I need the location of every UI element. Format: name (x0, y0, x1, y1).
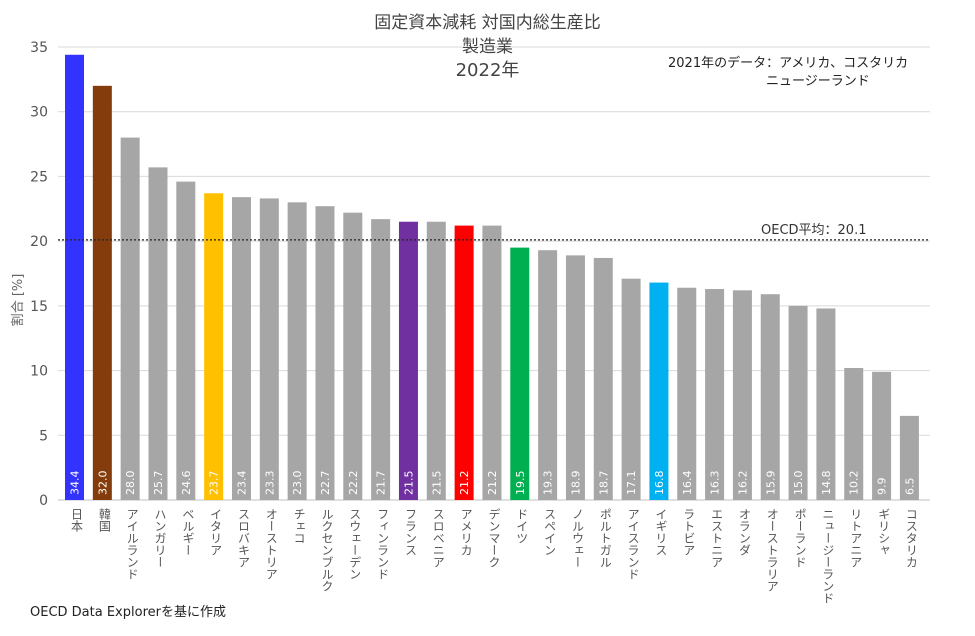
value-label: 6.5 (903, 478, 916, 496)
value-label: 23.4 (235, 471, 248, 496)
value-label: 17.1 (625, 471, 638, 496)
y-tick-label: 0 (39, 493, 48, 509)
source-note: OECD Data Explorerを基に作成 (30, 605, 226, 620)
bar (510, 247, 530, 500)
value-label: 15.0 (792, 471, 805, 496)
y-axis-label: 割合 [%] (10, 274, 26, 327)
value-label: 21.2 (486, 471, 499, 496)
bar (176, 181, 196, 500)
bar (315, 206, 335, 500)
data-year-note-continued: ニュージーランド (766, 74, 870, 89)
bar (482, 225, 502, 500)
bar (259, 198, 279, 500)
bar (844, 367, 864, 500)
value-labels: 34.4 32.0 28.0 25.7 24.6 23.7 23.4 23.3 23.0 22.7… (69, 471, 917, 496)
value-label: 18.9 (569, 471, 582, 496)
bar (120, 137, 140, 500)
bar (677, 287, 697, 500)
bar (287, 202, 307, 501)
oecd-average-label: OECD平均：20.1 (761, 222, 867, 238)
bar (538, 250, 558, 500)
chart-title: 固定資本減耗 対国内総生産比 (374, 13, 601, 33)
value-label: 22.7 (319, 471, 332, 496)
bar (204, 193, 224, 501)
value-label: 34.4 (69, 471, 82, 496)
bar (593, 257, 613, 500)
value-label: 23.0 (291, 471, 304, 496)
bar (732, 290, 752, 500)
y-tick-labels: 0 5 10 15 20 25 30 35 (30, 40, 48, 509)
bar (454, 225, 474, 500)
value-label: 16.4 (681, 471, 694, 496)
value-label: 9.9 (876, 478, 889, 496)
bars (65, 54, 919, 501)
value-label: 15.9 (764, 471, 777, 496)
bar (649, 282, 669, 500)
bar (65, 54, 84, 500)
bar (788, 305, 808, 500)
value-label: 25.7 (152, 471, 165, 496)
value-label: 19.3 (542, 471, 555, 496)
bar (148, 167, 168, 500)
y-tick-label: 15 (30, 299, 48, 315)
value-label: 10.2 (848, 471, 861, 496)
bar (872, 371, 892, 500)
bar (816, 308, 836, 500)
bar (705, 289, 725, 500)
value-label: 21.2 (458, 471, 471, 496)
data-year-note: 2021年のデータ：アメリカ、コスタリカ (668, 56, 909, 71)
bar (92, 85, 112, 500)
value-label: 21.7 (375, 471, 388, 496)
y-tick-label: 10 (30, 364, 48, 380)
bar (899, 415, 919, 500)
y-tick-label: 25 (30, 169, 48, 185)
value-label: 23.7 (208, 471, 221, 496)
chart-year: 2022年 (455, 60, 520, 81)
bar (371, 219, 391, 500)
value-label: 21.5 (430, 471, 443, 496)
bar (426, 221, 446, 500)
value-label: 16.2 (736, 471, 749, 496)
value-label: 18.7 (597, 471, 610, 496)
y-tick-label: 5 (39, 428, 48, 444)
value-label: 32.0 (96, 471, 109, 496)
value-label: 23.3 (263, 471, 276, 496)
bar (343, 212, 363, 500)
value-label: 14.8 (820, 471, 833, 496)
value-label: 21.5 (402, 471, 415, 496)
y-tick-label: 35 (30, 40, 48, 56)
value-label: 24.6 (180, 471, 193, 496)
value-label: 22.2 (347, 471, 360, 496)
y-tick-label: 20 (30, 234, 48, 250)
value-label: 19.5 (514, 471, 527, 496)
bar (398, 221, 418, 500)
value-label: 28.0 (124, 471, 137, 496)
value-label: 16.8 (653, 471, 666, 496)
bar (621, 278, 641, 500)
bar (231, 197, 251, 500)
y-tick-label: 30 (30, 105, 48, 121)
value-label: 16.3 (709, 471, 722, 496)
bar (760, 294, 780, 500)
bar (565, 255, 585, 500)
chart-subtitle: 製造業 (462, 37, 513, 57)
